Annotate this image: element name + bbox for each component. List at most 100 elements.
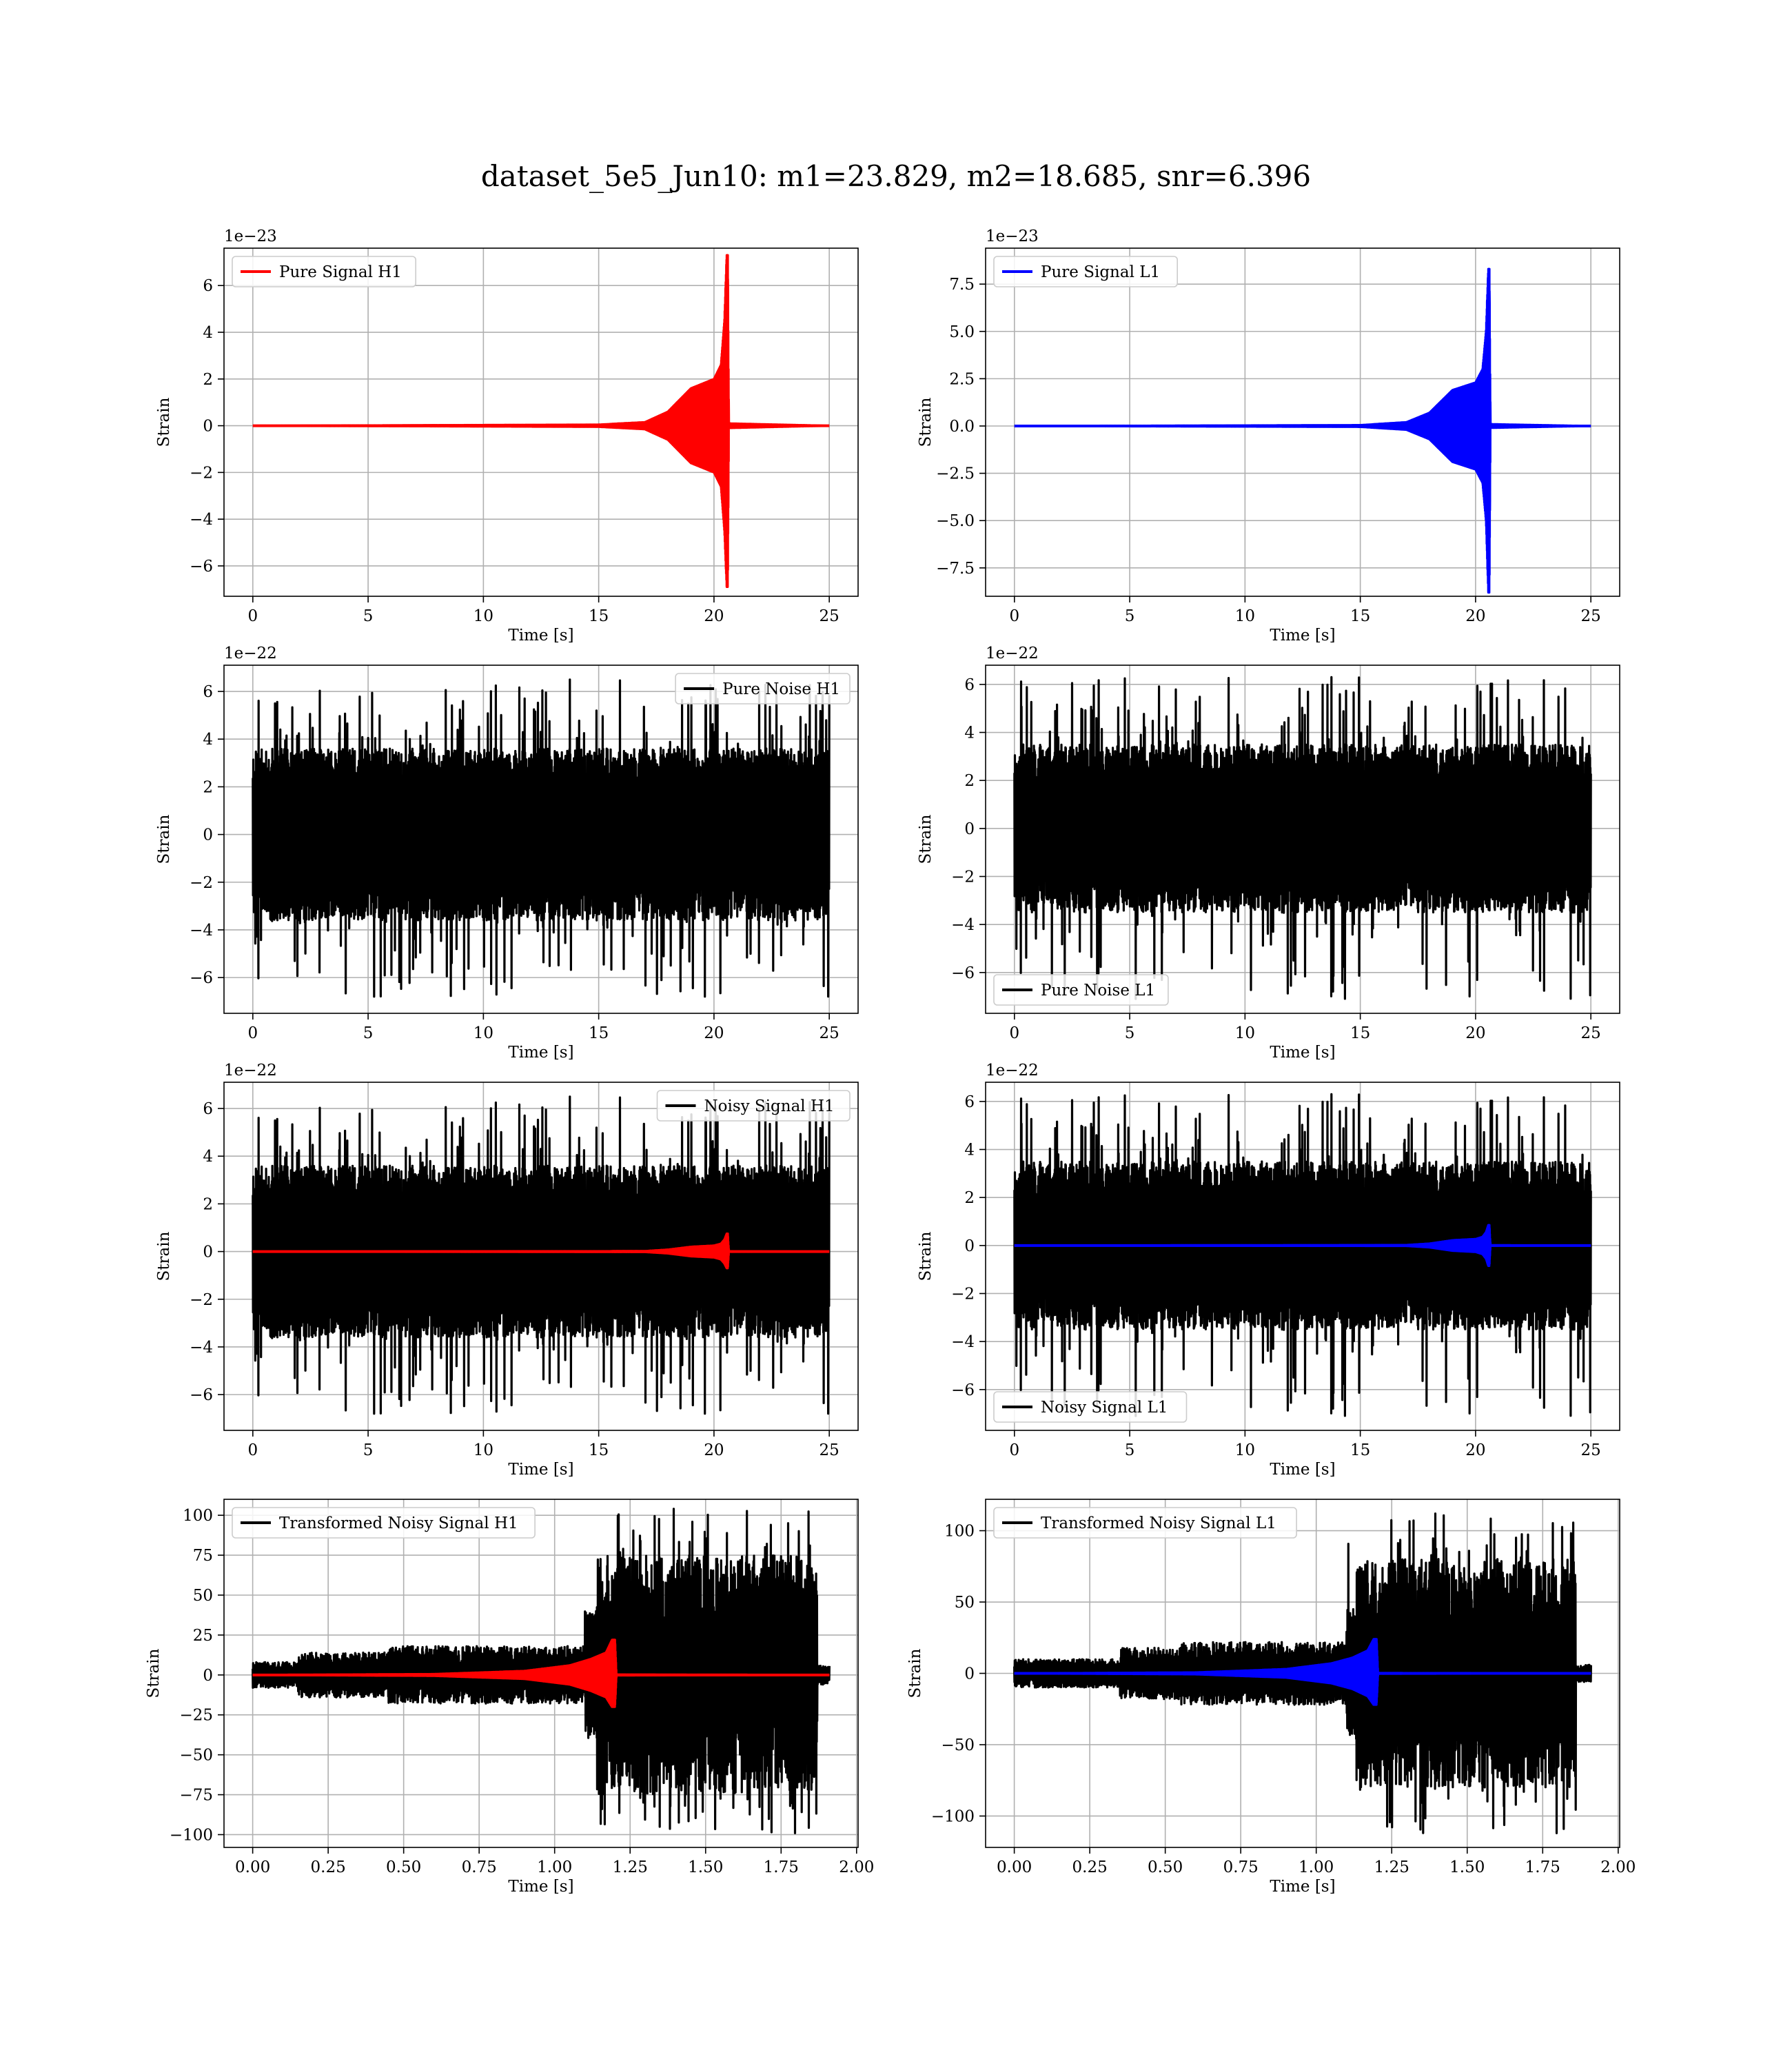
y-axis-label: Strain xyxy=(155,814,173,864)
legend-entry: Pure Signal L1 xyxy=(1041,263,1160,281)
y-tick-label: 0 xyxy=(203,827,213,844)
y-tick-label: −6 xyxy=(190,558,213,576)
y-axis-label: Strain xyxy=(155,1231,173,1281)
legend: Pure Noise L1 xyxy=(993,974,1169,1006)
x-tick-label: 25 xyxy=(819,1024,839,1042)
x-tick-label: 0.25 xyxy=(1072,1858,1108,1876)
y-tick-label: 25 xyxy=(193,1627,213,1645)
y-tick-label: 6 xyxy=(964,676,975,694)
plot-area xyxy=(252,1508,831,1834)
x-tick-label: 0.50 xyxy=(1148,1858,1183,1876)
y-tick-label: 4 xyxy=(203,324,213,342)
y-tick-label: −4 xyxy=(951,1333,975,1351)
grid xyxy=(224,248,858,596)
legend-box xyxy=(993,974,1169,1006)
legend-entry: Pure Signal H1 xyxy=(279,263,402,281)
y-tick-label: −25 xyxy=(179,1707,213,1725)
y-tick-label: −4 xyxy=(951,916,975,934)
y-axis-label: Strain xyxy=(917,397,935,447)
y-tick-label: −4 xyxy=(190,511,213,529)
y-tick-label: 75 xyxy=(193,1547,213,1565)
y-tick-label: 100 xyxy=(183,1507,213,1525)
chart-panel-noisy-signal-h1: 0 5 10 15 20 25 −6 −4 −2 0 2 4 6 Time [s] Strain 1e−22 N… xyxy=(155,1062,859,1479)
x-axis-label: Time [s] xyxy=(1270,1878,1335,1896)
x-tick-label: 1.25 xyxy=(1374,1858,1409,1876)
x-tick-label: 5 xyxy=(363,607,374,625)
y-tick-label: 2 xyxy=(964,1189,975,1207)
plot-area xyxy=(1013,676,1592,1000)
series-line-noisy-signal-l1 xyxy=(1013,1093,1592,1417)
x-tick-label: 25 xyxy=(1581,1441,1601,1459)
y-tick-label: 7.5 xyxy=(949,276,975,294)
y-tick-label: 0 xyxy=(964,1665,975,1683)
y-tick-label: 0 xyxy=(964,1237,975,1255)
y-tick-label: −50 xyxy=(179,1747,213,1765)
y-tick-label: −6 xyxy=(951,964,975,982)
x-tick-label: 5 xyxy=(1125,607,1135,625)
legend-entry: Transformed Noisy Signal L1 xyxy=(1041,1514,1276,1532)
x-tick-label: 5 xyxy=(363,1024,374,1042)
legend: Noisy Signal H1 xyxy=(656,1090,851,1122)
x-tick-label: 10 xyxy=(474,1441,493,1459)
plot-area xyxy=(252,254,831,588)
y-tick-label: 6 xyxy=(203,277,213,295)
legend-box xyxy=(993,256,1179,287)
legend-box xyxy=(675,673,851,704)
x-tick-label: 10 xyxy=(474,1024,493,1042)
series-line-pure-noise-h1 xyxy=(252,678,831,998)
grid xyxy=(986,248,1620,596)
y-tick-label: 6 xyxy=(203,1100,213,1118)
x-tick-label: 1.00 xyxy=(537,1858,572,1876)
legend: Transformed Noisy Signal L1 xyxy=(993,1507,1297,1539)
y-tick-label: −2 xyxy=(951,868,975,886)
x-tick-label: 0 xyxy=(247,607,258,625)
y-axis-label: Strain xyxy=(917,1231,935,1281)
x-tick-label: 25 xyxy=(1581,1024,1601,1042)
x-tick-label: 15 xyxy=(1350,607,1370,625)
y-axis-label: Strain xyxy=(917,814,935,864)
series-line-pure-signal-h1 xyxy=(252,254,831,588)
y-tick-label: 4 xyxy=(964,724,975,742)
axis-offset-label: 1e−22 xyxy=(986,645,1039,662)
axis-offset-label: 1e−22 xyxy=(224,1062,277,1079)
chart-panel-transformed-noisy-signal-l1: 0.00 0.25 0.50 0.75 1.00 1.25 1.50 1.75 2.00 −100… xyxy=(906,1499,1636,1896)
plot-area xyxy=(1013,1093,1592,1417)
y-tick-label: −2 xyxy=(951,1285,975,1303)
legend: Transformed Noisy Signal H1 xyxy=(232,1507,536,1539)
x-axis-label: Time [s] xyxy=(508,627,573,645)
ticks: 0 5 10 15 20 25 −6 −4 −2 0 2 4 6 xyxy=(190,277,839,625)
series-line-pure-signal-l1 xyxy=(1013,267,1592,594)
legend: Pure Signal H1 xyxy=(232,256,417,287)
y-tick-label: −2 xyxy=(190,1291,213,1309)
legend-entry: Noisy Signal L1 xyxy=(1041,1399,1168,1417)
legend-box xyxy=(993,1391,1188,1423)
y-tick-label: −100 xyxy=(170,1826,213,1844)
legend-entry: Transformed Noisy Signal H1 xyxy=(279,1514,518,1532)
ticks: 0 5 10 15 20 25 −6 −4 −2 0 2 4 6 xyxy=(190,683,839,1042)
x-tick-label: 5 xyxy=(363,1441,374,1459)
x-tick-label: 1.75 xyxy=(1525,1858,1560,1876)
legend: Noisy Signal L1 xyxy=(993,1391,1188,1423)
y-tick-label: 6 xyxy=(203,683,213,701)
y-axis-label: Strain xyxy=(906,1648,924,1698)
ticks: 0 5 10 15 20 25 −6 −4 −2 0 2 4 6 xyxy=(951,676,1601,1042)
y-tick-label: 2 xyxy=(964,772,975,790)
x-tick-label: 0.75 xyxy=(462,1858,497,1876)
y-tick-label: −100 xyxy=(931,1807,975,1825)
legend: Pure Signal L1 xyxy=(993,256,1179,287)
y-tick-label: −75 xyxy=(179,1787,213,1805)
axis-offset-label: 1e−23 xyxy=(224,227,277,245)
x-tick-label: 2.00 xyxy=(839,1858,874,1876)
y-tick-label: 4 xyxy=(203,731,213,749)
axes-frame xyxy=(985,1082,1620,1431)
y-tick-label: 50 xyxy=(193,1587,213,1605)
x-axis-label: Time [s] xyxy=(508,1461,573,1479)
x-axis-label: Time [s] xyxy=(1270,1461,1335,1479)
series-line-pure-noise-l1 xyxy=(1013,676,1592,1000)
chart-panel-pure-noise-h1: 0 5 10 15 20 25 −6 −4 −2 0 2 4 6 Time [s] Strain 1e−22 P… xyxy=(155,645,859,1062)
y-tick-label: 50 xyxy=(955,1594,975,1612)
series-line-transformed-noisy-signal-h1 xyxy=(252,1508,831,1834)
y-axis-label: Strain xyxy=(145,1648,163,1698)
